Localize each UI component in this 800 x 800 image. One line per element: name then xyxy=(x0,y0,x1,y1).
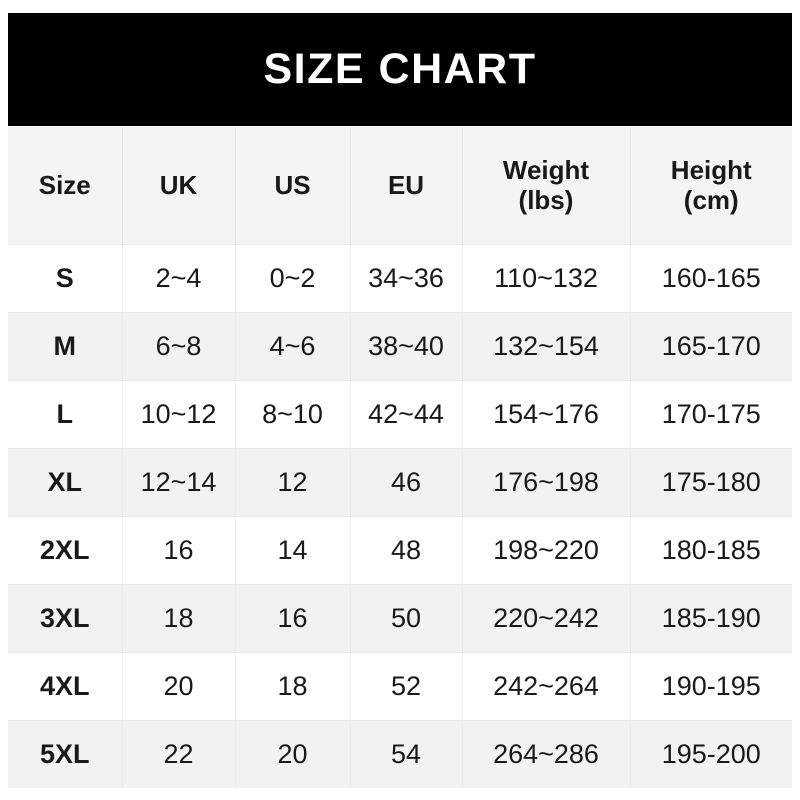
cell-height: 180-185 xyxy=(630,515,792,584)
cell-eu: 34~36 xyxy=(350,243,463,312)
size-chart-table: Size UK US EU Weight (lbs) Height (cm) xyxy=(8,127,792,788)
page-title: SIZE CHART xyxy=(263,45,537,93)
cell-us: 8~10 xyxy=(235,379,351,448)
table-body: S 2~4 0~2 34~36 110~132 160-165 M 6~8 4~… xyxy=(8,243,792,788)
cell-us: 12 xyxy=(235,447,351,516)
cell-height: 195-200 xyxy=(630,719,792,788)
cell-eu: 54 xyxy=(350,719,463,788)
cell-size: L xyxy=(8,379,123,448)
cell-uk: 20 xyxy=(122,651,236,720)
column-header-weight-label: Weight xyxy=(502,154,590,185)
cell-uk: 22 xyxy=(122,719,236,788)
cell-eu: 50 xyxy=(350,583,463,652)
column-header-eu-label: EU xyxy=(387,169,425,200)
table-row: 4XL 20 18 52 242~264 190-195 xyxy=(8,651,792,720)
cell-weight: 242~264 xyxy=(462,651,631,720)
column-header-size-label: Size xyxy=(38,169,91,200)
table-row: XL 12~14 12 46 176~198 175-180 xyxy=(8,447,792,516)
cell-height: 175-180 xyxy=(630,447,792,516)
cell-weight: 132~154 xyxy=(462,311,631,380)
cell-weight: 220~242 xyxy=(462,583,631,652)
cell-us: 20 xyxy=(235,719,351,788)
column-header-height-label: Height xyxy=(670,154,752,185)
cell-size: 3XL xyxy=(8,583,123,652)
cell-eu: 46 xyxy=(350,447,463,516)
table-row: L 10~12 8~10 42~44 154~176 170-175 xyxy=(8,379,792,448)
column-header-height-unit: (cm) xyxy=(683,185,739,216)
column-header-height: Height (cm) xyxy=(630,127,792,244)
cell-eu: 52 xyxy=(350,651,463,720)
table-row: S 2~4 0~2 34~36 110~132 160-165 xyxy=(8,243,792,312)
table-row: 3XL 18 16 50 220~242 185-190 xyxy=(8,583,792,652)
cell-eu: 42~44 xyxy=(350,379,463,448)
cell-us: 18 xyxy=(235,651,351,720)
cell-weight: 264~286 xyxy=(462,719,631,788)
table-header-row: Size UK US EU Weight (lbs) Height (cm) xyxy=(8,127,792,244)
cell-weight: 154~176 xyxy=(462,379,631,448)
cell-uk: 12~14 xyxy=(122,447,236,516)
cell-uk: 18 xyxy=(122,583,236,652)
cell-weight: 198~220 xyxy=(462,515,631,584)
cell-uk: 10~12 xyxy=(122,379,236,448)
cell-height: 190-195 xyxy=(630,651,792,720)
cell-us: 4~6 xyxy=(235,311,351,380)
cell-size: 5XL xyxy=(8,719,123,788)
column-header-uk-label: UK xyxy=(159,169,198,200)
table-row: 5XL 22 20 54 264~286 195-200 xyxy=(8,719,792,788)
cell-us: 0~2 xyxy=(235,243,351,312)
cell-uk: 16 xyxy=(122,515,236,584)
cell-us: 16 xyxy=(235,583,351,652)
cell-uk: 6~8 xyxy=(122,311,236,380)
table-header: Size UK US EU Weight (lbs) Height (cm) xyxy=(8,127,792,244)
cell-size: 4XL xyxy=(8,651,123,720)
cell-height: 160-165 xyxy=(630,243,792,312)
cell-height: 185-190 xyxy=(630,583,792,652)
cell-size: 2XL xyxy=(8,515,123,584)
column-header-uk: UK xyxy=(122,127,236,244)
title-banner: SIZE CHART xyxy=(8,13,792,126)
cell-size: XL xyxy=(8,447,123,516)
cell-uk: 2~4 xyxy=(122,243,236,312)
cell-us: 14 xyxy=(235,515,351,584)
table-row: 2XL 16 14 48 198~220 180-185 xyxy=(8,515,792,584)
cell-eu: 48 xyxy=(350,515,463,584)
cell-size: M xyxy=(8,311,123,380)
cell-size: S xyxy=(8,243,123,312)
cell-weight: 110~132 xyxy=(462,243,631,312)
column-header-us-label: US xyxy=(274,169,311,200)
column-header-size: Size xyxy=(8,127,123,244)
column-header-weight-unit: (lbs) xyxy=(518,185,574,216)
cell-weight: 176~198 xyxy=(462,447,631,516)
cell-eu: 38~40 xyxy=(350,311,463,380)
table-row: M 6~8 4~6 38~40 132~154 165-170 xyxy=(8,311,792,380)
column-header-us: US xyxy=(235,127,351,244)
column-header-weight: Weight (lbs) xyxy=(462,127,631,244)
cell-height: 165-170 xyxy=(630,311,792,380)
column-header-eu: EU xyxy=(350,127,463,244)
cell-height: 170-175 xyxy=(630,379,792,448)
